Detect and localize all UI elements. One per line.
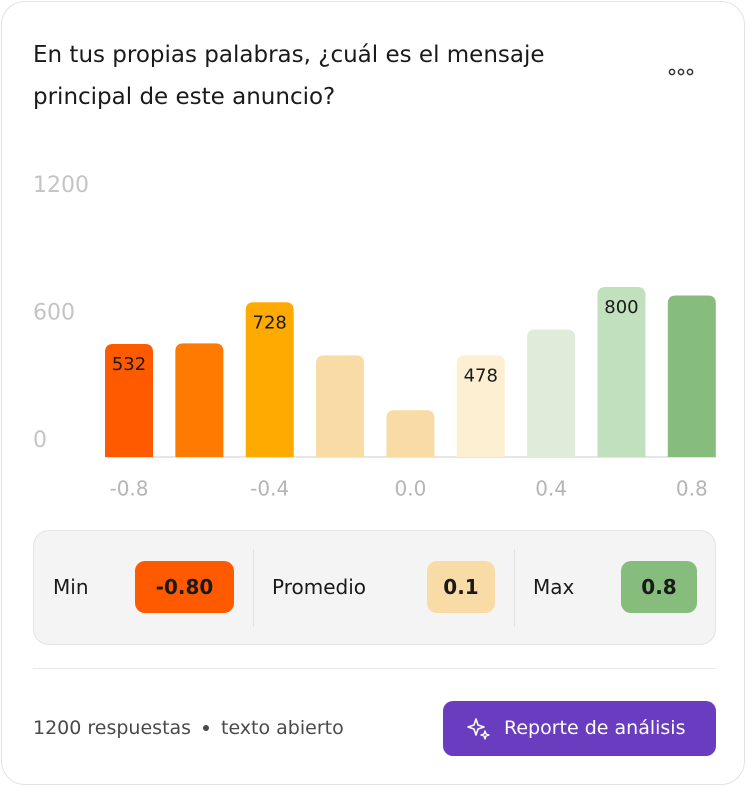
bar xyxy=(667,295,716,457)
button-label: Reporte de análisis xyxy=(504,717,686,739)
stats-panel: Min -0.80 Promedio 0.1 Max 0.8 xyxy=(33,530,716,645)
bar xyxy=(386,410,435,457)
y-tick-label: 1200 xyxy=(33,173,89,198)
bar xyxy=(105,343,153,457)
x-tick-label: 0.4 xyxy=(535,477,567,501)
bar xyxy=(316,355,365,457)
bar xyxy=(527,329,576,457)
data-label: 532 xyxy=(112,354,146,375)
divider xyxy=(514,549,515,627)
data-label: 478 xyxy=(464,365,498,386)
stat-label: Max xyxy=(533,575,575,599)
y-tick-label: 0 xyxy=(33,428,47,453)
bar xyxy=(597,287,646,457)
sparkle-icon xyxy=(467,718,490,740)
x-tick-label: 0.8 xyxy=(676,477,708,501)
data-label: 800 xyxy=(604,297,638,318)
stat-label: Promedio xyxy=(272,575,367,599)
stat-value: 0.8 xyxy=(621,561,697,613)
bar xyxy=(175,343,224,457)
analysis-report-button[interactable]: Reporte de análisis xyxy=(443,701,716,756)
bullet xyxy=(203,725,209,731)
x-tick-label: 0.0 xyxy=(394,477,426,501)
card-title: En tus propias palabras, ¿cuál es el men… xyxy=(33,42,545,110)
divider xyxy=(253,549,254,627)
separator xyxy=(33,668,716,669)
x-tick-label: -0.8 xyxy=(109,477,148,501)
x-tick-label: -0.4 xyxy=(250,477,289,501)
data-label: 728 xyxy=(253,312,287,333)
response-kind: texto abierto xyxy=(221,717,344,739)
chart: 0 600 1200 -0.8 532 -0.4 728 0.0 478 0.4 800 0.8 xyxy=(33,173,716,501)
y-tick-label: 600 xyxy=(33,301,75,326)
bar xyxy=(245,302,294,457)
stat-value: 0.1 xyxy=(427,561,495,613)
stat-value: -0.80 xyxy=(135,561,234,613)
stat-label: Min xyxy=(53,575,89,599)
bar xyxy=(456,355,505,457)
more-menu[interactable] xyxy=(666,62,696,82)
response-count: 1200 respuestas xyxy=(33,717,192,739)
